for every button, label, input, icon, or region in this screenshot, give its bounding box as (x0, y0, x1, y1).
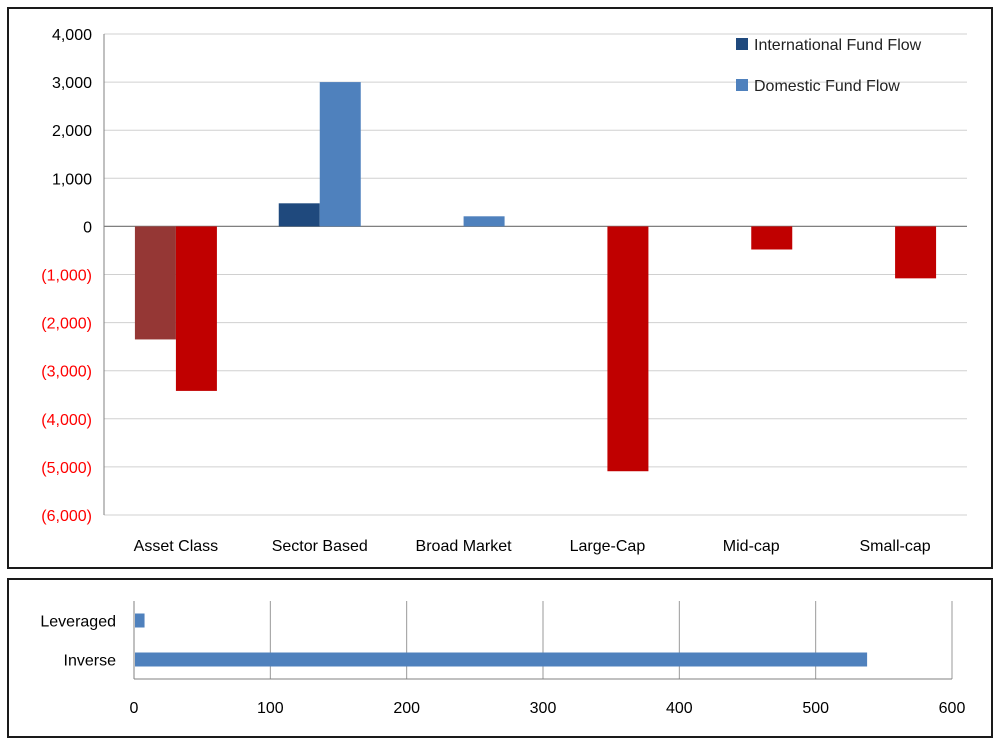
y-tick-label: 3,000 (52, 75, 92, 92)
y-tick-label: 4,000 (52, 27, 92, 44)
fund-flow-chart-panel: 4,000 3,000 2,000 1,000 0 (1,000) (2,000) (3,00… (7, 7, 993, 569)
x-tick-label: 200 (393, 700, 420, 717)
x-tick-label: Large-Cap (570, 538, 646, 555)
x-tick-label: 0 (130, 700, 139, 717)
y-tick-label: 0 (83, 219, 92, 236)
y-tick-label: (3,000) (41, 364, 92, 381)
x-tick-label: Mid-cap (723, 538, 780, 555)
bar-inverse (135, 652, 868, 667)
bar-domestic-fund-flow-asset-class (175, 226, 217, 391)
x-tick-label: Asset Class (134, 538, 218, 555)
legend-label-international-fund-flow: International Fund Flow (754, 37, 922, 54)
y-tick-label: (6,000) (41, 508, 92, 525)
bar-leveraged (135, 613, 145, 628)
x-tick-label: Broad Market (416, 538, 513, 555)
y-tick-label: (1,000) (41, 268, 92, 285)
leveraged-inverse-chart: 0 100 200 300 400 500 600 Leveraged Inverse (40, 601, 966, 717)
bar-domestic-fund-flow-mid-cap (751, 226, 793, 250)
y-tick-label: Inverse (64, 653, 117, 670)
legend-label-domestic-fund-flow: Domestic Fund Flow (754, 78, 900, 95)
x-tick-label: 500 (802, 700, 829, 717)
bar-domestic-fund-flow-large-cap (607, 226, 649, 472)
x-tick-label: 100 (257, 700, 284, 717)
legend-swatch-domestic-fund-flow (736, 79, 748, 91)
y-tick-label: 2,000 (52, 123, 92, 140)
y-tick-label: (5,000) (41, 460, 92, 477)
x-tick-label: 400 (666, 700, 693, 717)
y-tick-label: 1,000 (52, 171, 92, 188)
bar-domestic-fund-flow-broad-market (463, 216, 505, 227)
y-tick-label: Leveraged (40, 614, 116, 631)
bar-international-fund-flow-asset-class (134, 226, 176, 340)
leveraged-inverse-chart-panel: 0 100 200 300 400 500 600 Leveraged Inverse (7, 578, 993, 738)
y-tick-label: (2,000) (41, 316, 92, 333)
y-tick-label: (4,000) (41, 412, 92, 429)
legend-swatch-international-fund-flow (736, 38, 748, 50)
fund-flow-chart: 4,000 3,000 2,000 1,000 0 (1,000) (2,000) (3,00… (41, 27, 967, 555)
x-tick-label: Sector Based (272, 538, 368, 555)
x-tick-label: 600 (939, 700, 966, 717)
bar-domestic-fund-flow-small-cap (895, 226, 937, 279)
x-tick-label: Small-cap (860, 538, 931, 555)
bar-international-fund-flow-sector-based (278, 203, 320, 227)
bar-domestic-fund-flow-sector-based (319, 82, 361, 227)
x-tick-label: 300 (530, 700, 557, 717)
